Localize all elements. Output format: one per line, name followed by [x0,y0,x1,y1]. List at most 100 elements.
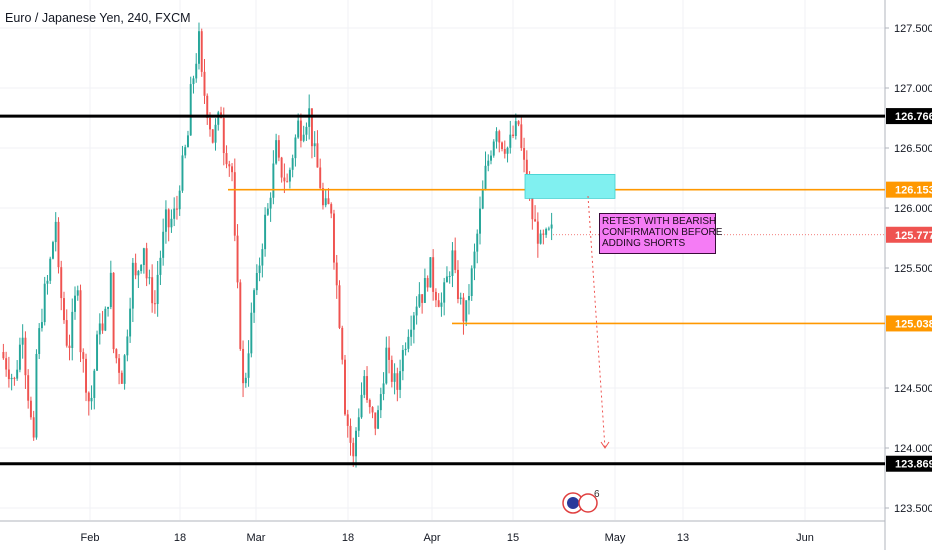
annotation-note[interactable]: RETEST WITH BEARISH CONFIRMATION BEFORE … [599,213,722,254]
candle-body [189,84,192,136]
candle-body [473,251,476,269]
candle-body [426,278,429,288]
candle-body [104,308,107,331]
grid [0,0,886,550]
level-price-label: 126.766 [895,111,932,123]
candle-body [305,126,308,135]
candle-body [40,322,43,329]
candle-body [109,272,112,308]
candle-body [456,269,459,300]
candle-body [244,377,247,384]
candle-body [308,108,311,127]
candle-body [51,242,54,259]
candle-body [470,268,473,297]
candle-body [71,311,74,348]
candle-body [255,273,258,291]
candle-body [264,214,267,250]
candle-body [18,344,21,370]
candle-body [506,147,509,154]
candle-body [288,169,291,182]
candle-body [415,306,418,316]
price-tick-label: 126.500 [894,143,932,155]
events-badge[interactable]: 6 [560,488,604,518]
candle-body [247,353,250,378]
time-tick-label: May [605,532,626,544]
candle-body [159,257,162,275]
candle-body [148,277,151,279]
candle-body [170,218,173,228]
candle-body [43,283,46,323]
candle-body [360,394,363,418]
candle-body [445,276,448,283]
candle-body [10,377,13,380]
candle-body [467,296,470,301]
candle-body [173,208,176,219]
time-tick-label: 13 [677,532,689,544]
candle-body [21,337,24,345]
candle-body [242,348,245,384]
candle-body [46,280,49,284]
candle-body [355,430,357,457]
price-tick-label: 127.500 [894,23,932,35]
candle-body [363,376,366,395]
annotation-line-1: RETEST WITH BEARISH [602,216,717,227]
candle-body [330,204,333,214]
retest-zone [524,173,616,199]
time-tick-label: 18 [174,532,186,544]
candle-body [324,198,327,206]
candle-body [269,197,272,209]
candle-body [27,375,30,401]
candle-body [236,235,239,283]
time-axis[interactable]: Feb 18 Mar 18 Apr 15 May 13 Jun [81,532,814,544]
price-axis[interactable]: 127.500 127.000 126.500 126.000 125.500 124.5… [553,23,932,515]
candle-body [396,373,399,390]
candle-body [142,248,145,266]
level-price-tag [886,455,932,472]
time-tick-label: 15 [507,532,519,544]
candle-body [225,153,228,165]
time-tick-label: Mar [247,532,266,544]
time-tick-label: Jun [796,532,814,544]
candle-body [531,190,534,220]
candle-body [101,323,104,331]
candle-body [277,140,280,158]
candle-body [388,347,391,360]
price-tick-label: 125.500 [894,263,932,275]
candle-body [126,336,129,356]
candle-body [107,307,110,309]
candle-body [13,377,16,379]
candle-body [68,345,71,348]
candle-body [448,275,451,277]
candle-body [423,278,426,303]
candle-body [233,172,236,236]
event-marker-icon[interactable] [578,493,598,513]
candle-body [16,369,19,379]
candle-body [412,315,415,330]
candle-body [484,165,487,189]
candle-body [93,370,96,398]
annotation-line-3: ADDING SHORTS [602,238,686,249]
candle-body [118,358,121,373]
current-price-tag [886,226,932,243]
candle-body [38,328,41,354]
candle-body [514,121,517,136]
candle-body [299,120,302,141]
candle-body [520,124,523,149]
candle-body [495,131,498,142]
candle-body [517,121,520,125]
candle-body [421,294,424,303]
candle-body [545,228,548,235]
price-tick-label: 126.000 [894,203,932,215]
candle-body [54,221,57,243]
candle-body [465,300,468,322]
candle-body [509,134,512,148]
candle-body [29,400,32,418]
candle-body [156,274,159,305]
candle-body [82,352,85,359]
candle-body [407,336,410,349]
candle-body [60,267,63,299]
candle-body [382,383,385,395]
candle-body [341,327,344,360]
candle-body [368,399,371,408]
